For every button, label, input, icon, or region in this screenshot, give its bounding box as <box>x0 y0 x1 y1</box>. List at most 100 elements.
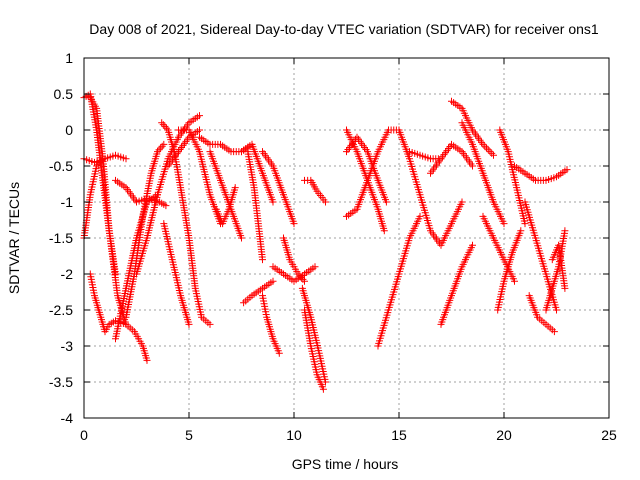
data-point <box>511 277 518 285</box>
series-arc-43 <box>542 227 569 314</box>
series-arc-10 <box>158 119 214 328</box>
y-tick-label: -2.5 <box>49 302 73 318</box>
series-arc-33 <box>427 140 476 177</box>
data-point <box>500 220 508 228</box>
data-point <box>319 385 327 393</box>
x-tick-label: 10 <box>286 427 302 443</box>
series-arc-18 <box>244 148 266 264</box>
series-arc-08 <box>122 140 168 321</box>
data-point <box>479 140 487 148</box>
data-point <box>206 320 214 328</box>
data-point <box>322 378 329 386</box>
data-point <box>416 212 424 220</box>
data-point <box>122 320 130 328</box>
data-point <box>563 166 571 174</box>
axis-tick-labels: 0 5 10 15 20 25 1 0.5 0 -0.5 -1 -1.5 -2 -2.5 -3 -3.5 -4 <box>49 50 617 443</box>
data-point <box>380 227 388 235</box>
data-point <box>469 241 476 249</box>
series-arc-31 <box>395 126 466 249</box>
data-point <box>269 198 277 206</box>
data-point <box>259 256 266 264</box>
data-point <box>231 184 239 192</box>
data-point <box>238 234 245 242</box>
y-tick-label: -3.5 <box>49 374 73 390</box>
data-point <box>483 144 490 152</box>
data-point <box>158 119 166 127</box>
series-arc-29 <box>343 133 390 206</box>
data-point <box>301 277 308 285</box>
y-tick-label: -3 <box>61 338 74 354</box>
data-point <box>185 320 193 328</box>
x-axis-title: GPS time / hours <box>292 456 399 472</box>
series-arc-11 <box>160 220 193 328</box>
series-arc-17 <box>238 140 277 206</box>
y-tick-label: 0.5 <box>54 86 74 102</box>
series-arc-30 <box>374 212 424 350</box>
series-arc-35 <box>437 241 476 328</box>
series-arc-22 <box>280 234 308 285</box>
data-point <box>159 121 167 129</box>
data-point <box>196 126 203 134</box>
data-point <box>322 198 329 206</box>
data-point <box>488 149 496 157</box>
y-tick-label: -2 <box>61 266 74 282</box>
series-arc-23 <box>269 263 319 285</box>
data-point <box>521 220 529 228</box>
series-arc-02 <box>86 94 151 364</box>
series-arc-28 <box>343 126 403 220</box>
data-point <box>458 198 466 206</box>
data-point <box>157 144 165 152</box>
data-point <box>550 328 558 336</box>
y-tick-label: -1 <box>61 194 74 210</box>
data-points <box>80 90 571 393</box>
x-tick-label: 25 <box>601 427 617 443</box>
x-tick-label: 5 <box>185 427 193 443</box>
data-point <box>162 124 170 132</box>
chart-title: Day 008 of 2021, Sidereal Day-to-day VTE… <box>89 21 599 37</box>
x-tick-label: 20 <box>496 427 512 443</box>
series-arc-38 <box>496 126 529 228</box>
series-arc-04 <box>80 151 130 166</box>
series-arc-42 <box>525 292 558 336</box>
data-point <box>196 112 203 120</box>
data-point <box>290 220 298 228</box>
data-point <box>486 148 494 156</box>
axis-ticks <box>83 57 610 419</box>
y-tick-label: 0 <box>65 122 73 138</box>
y-tick-label: -1.5 <box>49 230 73 246</box>
series-arc-24 <box>301 306 327 393</box>
series-arc-05 <box>86 270 130 336</box>
data-point <box>490 151 497 159</box>
data-point <box>154 148 161 156</box>
data-point <box>143 356 151 364</box>
data-point <box>561 284 569 292</box>
series-arc-25 <box>298 284 329 386</box>
y-tick-label: 1 <box>65 50 73 66</box>
series-arc-16 <box>212 184 239 228</box>
data-point <box>553 306 560 314</box>
data-point <box>311 263 319 271</box>
series-arc-34 <box>448 97 497 159</box>
y-axis-title: SDTVAR / TECUs <box>6 182 22 294</box>
data-point <box>561 227 569 235</box>
series-arc-39 <box>494 227 525 314</box>
series-arc-20 <box>259 148 298 228</box>
data-point <box>484 146 492 154</box>
data-point <box>93 162 101 170</box>
data-point <box>275 349 283 357</box>
data-point <box>269 277 277 285</box>
data-point <box>517 227 525 235</box>
data-point <box>158 142 166 150</box>
data-point <box>122 155 130 163</box>
y-tick-label: -0.5 <box>49 158 73 174</box>
series-arc-44 <box>548 241 569 292</box>
series-arc-40 <box>511 162 571 184</box>
x-tick-label: 0 <box>80 427 88 443</box>
data-point <box>160 140 168 148</box>
series-arc-26 <box>301 176 329 206</box>
data-point <box>155 146 163 154</box>
data-point <box>161 122 169 130</box>
data-point <box>469 162 476 170</box>
